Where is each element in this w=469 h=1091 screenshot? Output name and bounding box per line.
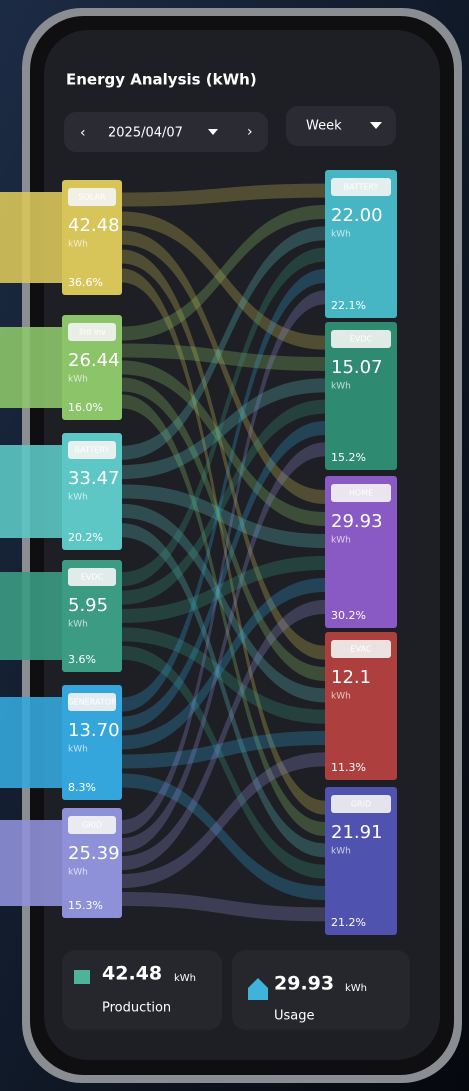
source-stripe bbox=[0, 327, 62, 408]
source-stripe bbox=[0, 572, 62, 660]
node-value: 25.39 bbox=[68, 843, 120, 864]
production-icon bbox=[74, 970, 90, 984]
node-tag: GENERATOR bbox=[67, 698, 117, 707]
node-tag: GRID bbox=[82, 821, 102, 830]
source-stripe bbox=[0, 697, 62, 788]
source-stripe bbox=[0, 445, 62, 538]
node-value: 33.47 bbox=[68, 468, 120, 489]
node-unit: kWh bbox=[331, 847, 351, 857]
node-unit: kWh bbox=[68, 868, 88, 878]
node-tag: EVDC bbox=[81, 573, 104, 582]
node-unit: kWh bbox=[331, 382, 351, 392]
prev-arrow[interactable]: ‹ bbox=[80, 125, 86, 141]
period: Week bbox=[306, 119, 342, 134]
node-tag: EVDC bbox=[350, 335, 373, 344]
node-unit: kWh bbox=[68, 745, 88, 755]
node-share: 8.3% bbox=[68, 781, 96, 794]
node-value: 15.07 bbox=[331, 357, 383, 378]
usage-unit: kWh bbox=[345, 983, 367, 994]
node-share: 15.2% bbox=[331, 451, 366, 464]
node-unit: kWh bbox=[331, 536, 351, 546]
node-tag: BATTERY bbox=[75, 446, 110, 455]
node-value: 12.1 bbox=[331, 667, 371, 688]
node-tag: 3rd inv bbox=[78, 328, 106, 337]
node-share: 36.6% bbox=[68, 276, 103, 289]
node-value: 29.93 bbox=[331, 511, 383, 532]
node-share: 21.2% bbox=[331, 916, 366, 929]
production-unit: kWh bbox=[174, 973, 196, 984]
node-share: 22.1% bbox=[331, 299, 366, 312]
date: 2025/04/07 bbox=[108, 126, 183, 141]
node-share: 30.2% bbox=[331, 609, 366, 622]
node-tag: GRID bbox=[351, 800, 371, 809]
node-tag: EVAC bbox=[351, 645, 372, 654]
node-unit: kWh bbox=[331, 692, 351, 702]
usage-value: 29.93 bbox=[274, 973, 334, 995]
source-stripe bbox=[0, 820, 62, 906]
node-tag: SOLAR bbox=[78, 193, 105, 202]
node-value: 26.44 bbox=[68, 350, 120, 371]
node-share: 15.3% bbox=[68, 899, 103, 912]
node-value: 5.95 bbox=[68, 595, 108, 616]
node-unit: kWh bbox=[68, 240, 88, 250]
node-value: 42.48 bbox=[68, 215, 120, 236]
usage-label: Usage bbox=[274, 1009, 315, 1024]
node-share: 3.6% bbox=[68, 653, 96, 666]
node-unit: kWh bbox=[68, 493, 88, 503]
node-unit: kWh bbox=[68, 620, 88, 630]
node-share: 20.2% bbox=[68, 531, 103, 544]
title: Energy Analysis (kWh) bbox=[66, 71, 257, 89]
node-share: 11.3% bbox=[331, 761, 366, 774]
source-stripe bbox=[0, 192, 62, 283]
node-value: 22.00 bbox=[331, 205, 383, 226]
node-share: 16.0% bbox=[68, 401, 103, 414]
node-value: 21.91 bbox=[331, 822, 383, 843]
page: Energy Analysis (kWh) ‹ 2025/04/07 › Wee… bbox=[0, 0, 469, 1091]
node-tag: HOME bbox=[349, 489, 373, 498]
node-unit: kWh bbox=[331, 230, 351, 240]
production-value: 42.48 bbox=[102, 963, 162, 985]
production-label: Production bbox=[102, 1001, 171, 1016]
node-unit: kWh bbox=[68, 375, 88, 385]
node-value: 13.70 bbox=[68, 720, 120, 741]
screenshot: Energy Analysis (kWh) ‹ 2025/04/07 › Wee… bbox=[0, 0, 469, 1091]
node-tag: BATTERY bbox=[344, 183, 379, 192]
next-arrow[interactable]: › bbox=[247, 124, 253, 140]
